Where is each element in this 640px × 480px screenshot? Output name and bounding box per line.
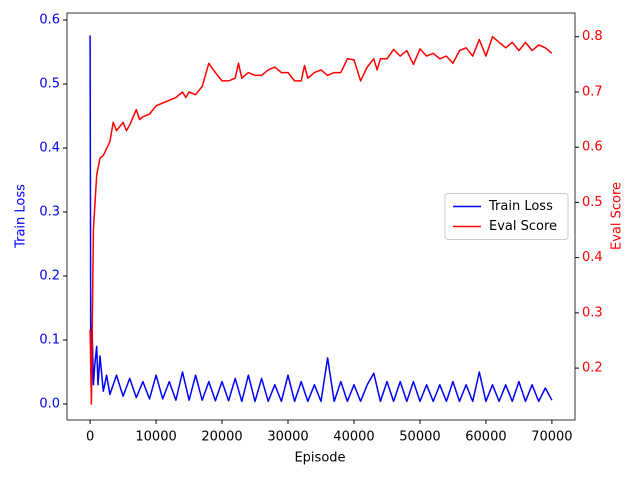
y2-tick-label: 0.5 <box>582 195 603 210</box>
y2-axis-label: Eval Score <box>610 182 625 250</box>
y-tick-label: 0.6 <box>39 13 60 28</box>
x-tick-label: 70000 <box>531 430 572 445</box>
y2-tick-label: 0.2 <box>582 361 603 376</box>
y-tick-label: 0.3 <box>39 205 60 220</box>
x-tick-label: 60000 <box>465 430 506 445</box>
plot-frame <box>66 12 576 421</box>
y2-tick-label: 0.7 <box>582 84 603 99</box>
series-line <box>89 35 553 405</box>
y2-tick-label: 0.6 <box>582 140 603 155</box>
series-line <box>89 35 553 403</box>
y-tick-label: 0.0 <box>39 397 60 412</box>
legend-label: Train Loss <box>488 199 553 214</box>
y-tick-label: 0.1 <box>39 333 60 348</box>
legend-label: Eval Score <box>489 219 557 234</box>
x-tick-label: 30000 <box>267 430 308 445</box>
legend-box <box>444 193 569 240</box>
y2-tick-label: 0.4 <box>582 250 603 265</box>
x-tick-label: 10000 <box>135 430 176 445</box>
x-tick-label: 20000 <box>201 430 242 445</box>
x-tick-label: 50000 <box>399 430 440 445</box>
y2-tick-label: 0.8 <box>582 29 603 44</box>
x-axis-label: Episode <box>294 451 345 466</box>
x-tick-label: 40000 <box>333 430 374 445</box>
y-tick-label: 0.2 <box>39 269 60 284</box>
x-tick-label: 0 <box>86 430 94 445</box>
y2-tick-label: 0.3 <box>582 305 603 320</box>
y-axis-label: Train Loss <box>14 184 29 249</box>
y-tick-label: 0.4 <box>39 141 60 156</box>
y-tick-label: 0.5 <box>39 77 60 92</box>
